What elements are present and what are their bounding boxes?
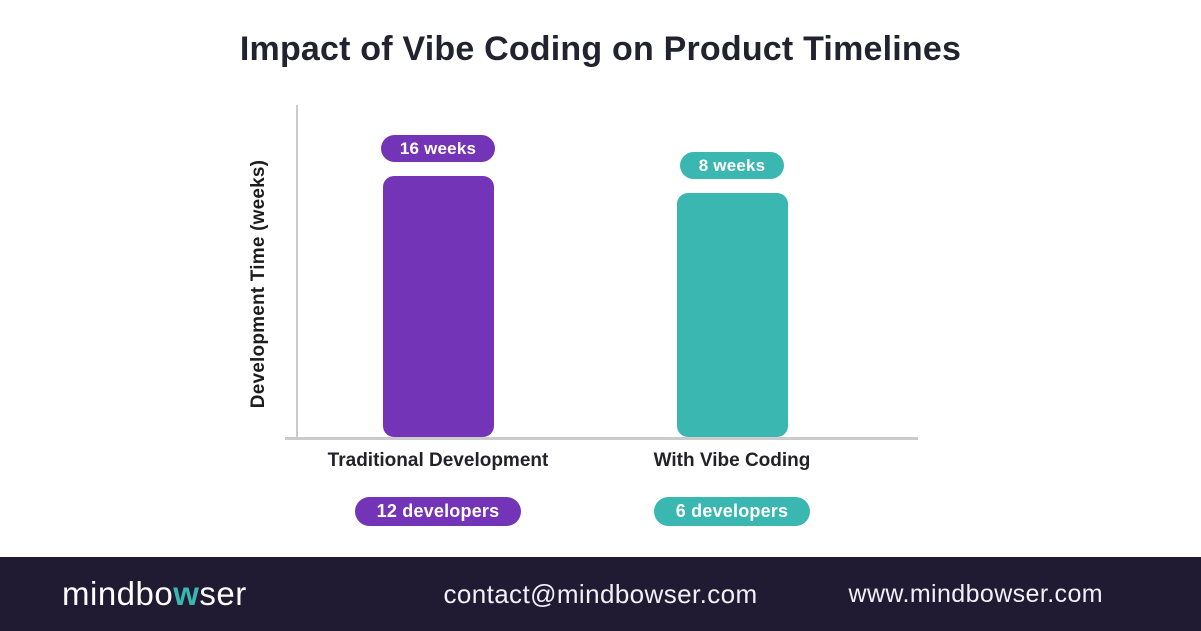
bar-traditional: [382, 176, 494, 437]
category-label-traditional: Traditional Development: [327, 450, 549, 471]
bar-vibe-coding: [676, 193, 788, 437]
value-pill-traditional: 16 weeks: [380, 135, 496, 162]
logo-prefix: mindbo: [62, 575, 174, 612]
website-link[interactable]: www.mindbowser.com: [848, 579, 1103, 608]
y-axis-line: [296, 105, 298, 438]
y-axis-label: Development Time (weeks): [248, 159, 269, 409]
value-pill-vibe-coding: 8 weeks: [679, 152, 785, 179]
logo-suffix: ser: [199, 575, 247, 612]
logo-accent-w: w: [173, 575, 200, 612]
developers-pill-vibe-coding: 6 developers: [653, 497, 811, 526]
bar-group-traditional: 16 weeks: [278, 100, 598, 437]
developers-pill-traditional: 12 developers: [354, 497, 522, 526]
contact-email-link[interactable]: contact@mindbowser.com: [443, 578, 758, 609]
category-label-vibe-coding: With Vibe Coding: [653, 450, 811, 471]
footer-bar: mindbowser contact@mindbowser.com www.mi…: [0, 557, 1201, 631]
category-group-vibe-coding: With Vibe Coding 6 developers: [572, 449, 892, 526]
mindbowser-logo: mindbowser: [62, 575, 247, 613]
bar-group-vibe-coding: 8 weeks: [572, 100, 892, 437]
x-axis-line: [285, 437, 918, 440]
category-group-traditional: Traditional Development 12 developers: [278, 449, 598, 526]
chart-title: Impact of Vibe Coding on Product Timelin…: [239, 30, 962, 68]
